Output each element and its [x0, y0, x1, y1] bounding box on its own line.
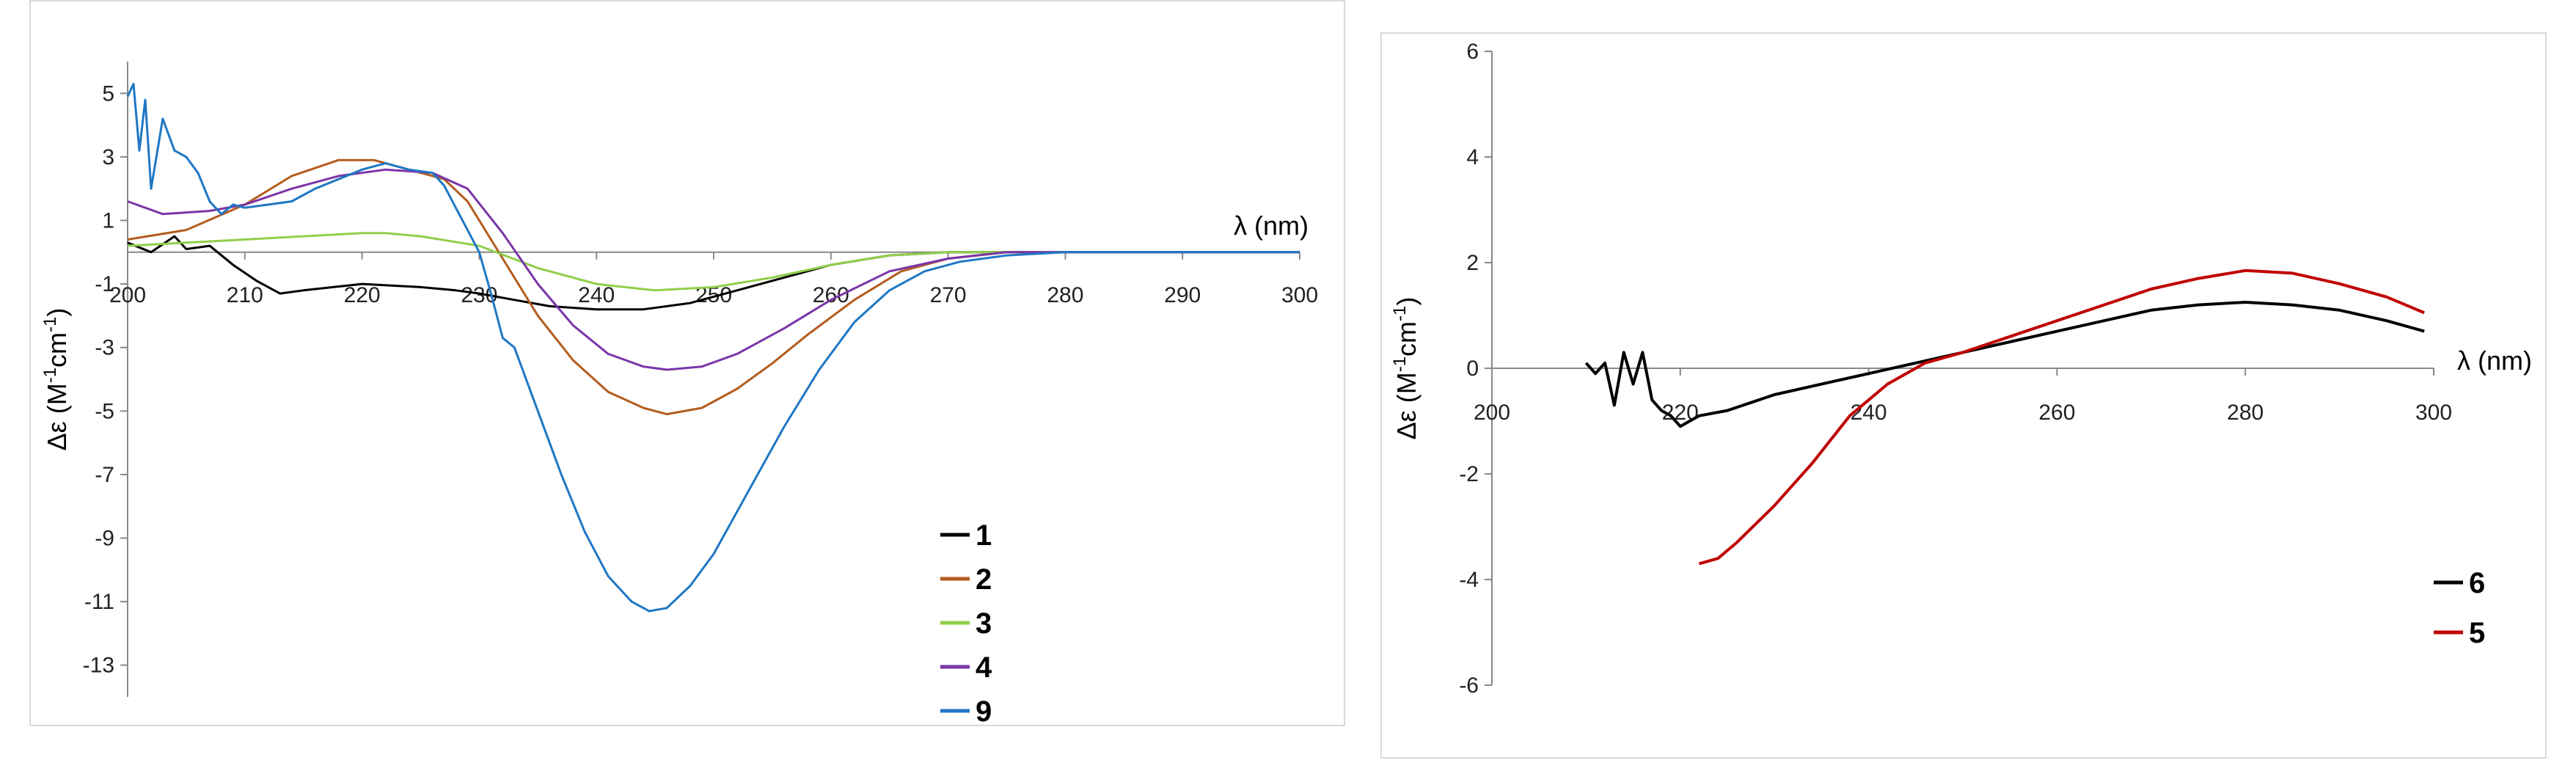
x-tick-label: 290	[1164, 283, 1201, 307]
x-tick-label: 240	[578, 283, 615, 307]
y-tick-label: -5	[95, 399, 114, 423]
x-tick-label: 280	[2227, 401, 2264, 425]
y-tick-label: -2	[1459, 462, 1479, 486]
legend-label-4: 4	[976, 651, 992, 684]
y-axis-title-part: )	[1391, 297, 1421, 306]
y-axis-title: Δε (M-1cm-1)	[40, 308, 72, 451]
x-tick-label: 300	[2415, 401, 2452, 425]
y-tick-label: 3	[102, 145, 114, 169]
y-axis-title-part: -1	[1390, 306, 1410, 321]
legend-label-6: 6	[2469, 567, 2485, 599]
y-tick-label: -11	[84, 590, 114, 614]
x-tick-label: 200	[109, 283, 146, 307]
y-tick-label: -13	[83, 654, 114, 678]
series-line-3	[127, 232, 1300, 292]
y-tick-label: -9	[95, 527, 114, 551]
y-tick-label: -1	[95, 272, 114, 296]
legend-label-3: 3	[976, 607, 992, 640]
y-tick-label: -3	[95, 336, 114, 360]
y-tick-label: 2	[1466, 251, 1479, 275]
series-line-9	[126, 82, 1300, 613]
x-tick-label: 240	[1851, 401, 1887, 425]
x-tick-label: 280	[1047, 283, 1083, 307]
y-axis-title-part: cm	[42, 332, 72, 368]
x-tick-label: 270	[930, 283, 967, 307]
y-axis-title-part: -1	[1390, 357, 1410, 372]
x-axis-title: λ (nm)	[2457, 346, 2532, 376]
y-axis-title-part: -1	[40, 317, 60, 332]
series-line-4	[127, 168, 1300, 371]
y-tick-label: -4	[1459, 568, 1479, 592]
x-tick-label: 300	[1281, 283, 1318, 307]
y-tick-label: 5	[102, 81, 114, 106]
y-axis-title-part: Δε (M	[42, 383, 72, 450]
x-tick-label: 210	[227, 283, 263, 307]
series-line-6	[1584, 301, 2425, 428]
y-tick-label: -7	[95, 463, 114, 487]
legend-label-1: 1	[976, 519, 992, 552]
chart-panel-right: 6 4 2 0 -2 -4 -6 200 220 240 260 280 300 λ (nm) Δε (M-…	[1380, 32, 2547, 759]
x-axis-title: λ (nm)	[1234, 211, 1309, 241]
x-tick-label: 200	[1474, 401, 1510, 425]
chart-panel-left: 5 3 1 -1 -3 -5 -7 -9 -11 -13 200 210 220 230 240 250 260…	[29, 0, 1345, 728]
y-tick-label: 6	[1466, 40, 1479, 64]
y-axis-title-part: )	[42, 308, 72, 317]
y-tick-label: 0	[1466, 357, 1479, 381]
y-tick-label: 1	[102, 209, 114, 233]
legend-label-9: 9	[976, 695, 992, 728]
y-tick-label: -6	[1459, 673, 1479, 698]
y-tick-label: 4	[1466, 145, 1479, 169]
y-axis-title-part: -1	[40, 368, 60, 383]
y-axis-title-part: Δε (M	[1391, 372, 1421, 439]
legend-label-5: 5	[2469, 617, 2485, 649]
legend-label-2: 2	[976, 563, 992, 596]
series-line-5	[1698, 268, 2425, 566]
x-tick-label: 260	[2038, 401, 2075, 425]
x-tick-label: 260	[813, 283, 849, 307]
y-axis-title: Δε (M-1cm-1)	[1390, 297, 1421, 440]
y-axis-title-part: cm	[1391, 321, 1421, 357]
x-tick-label: 220	[344, 283, 381, 307]
